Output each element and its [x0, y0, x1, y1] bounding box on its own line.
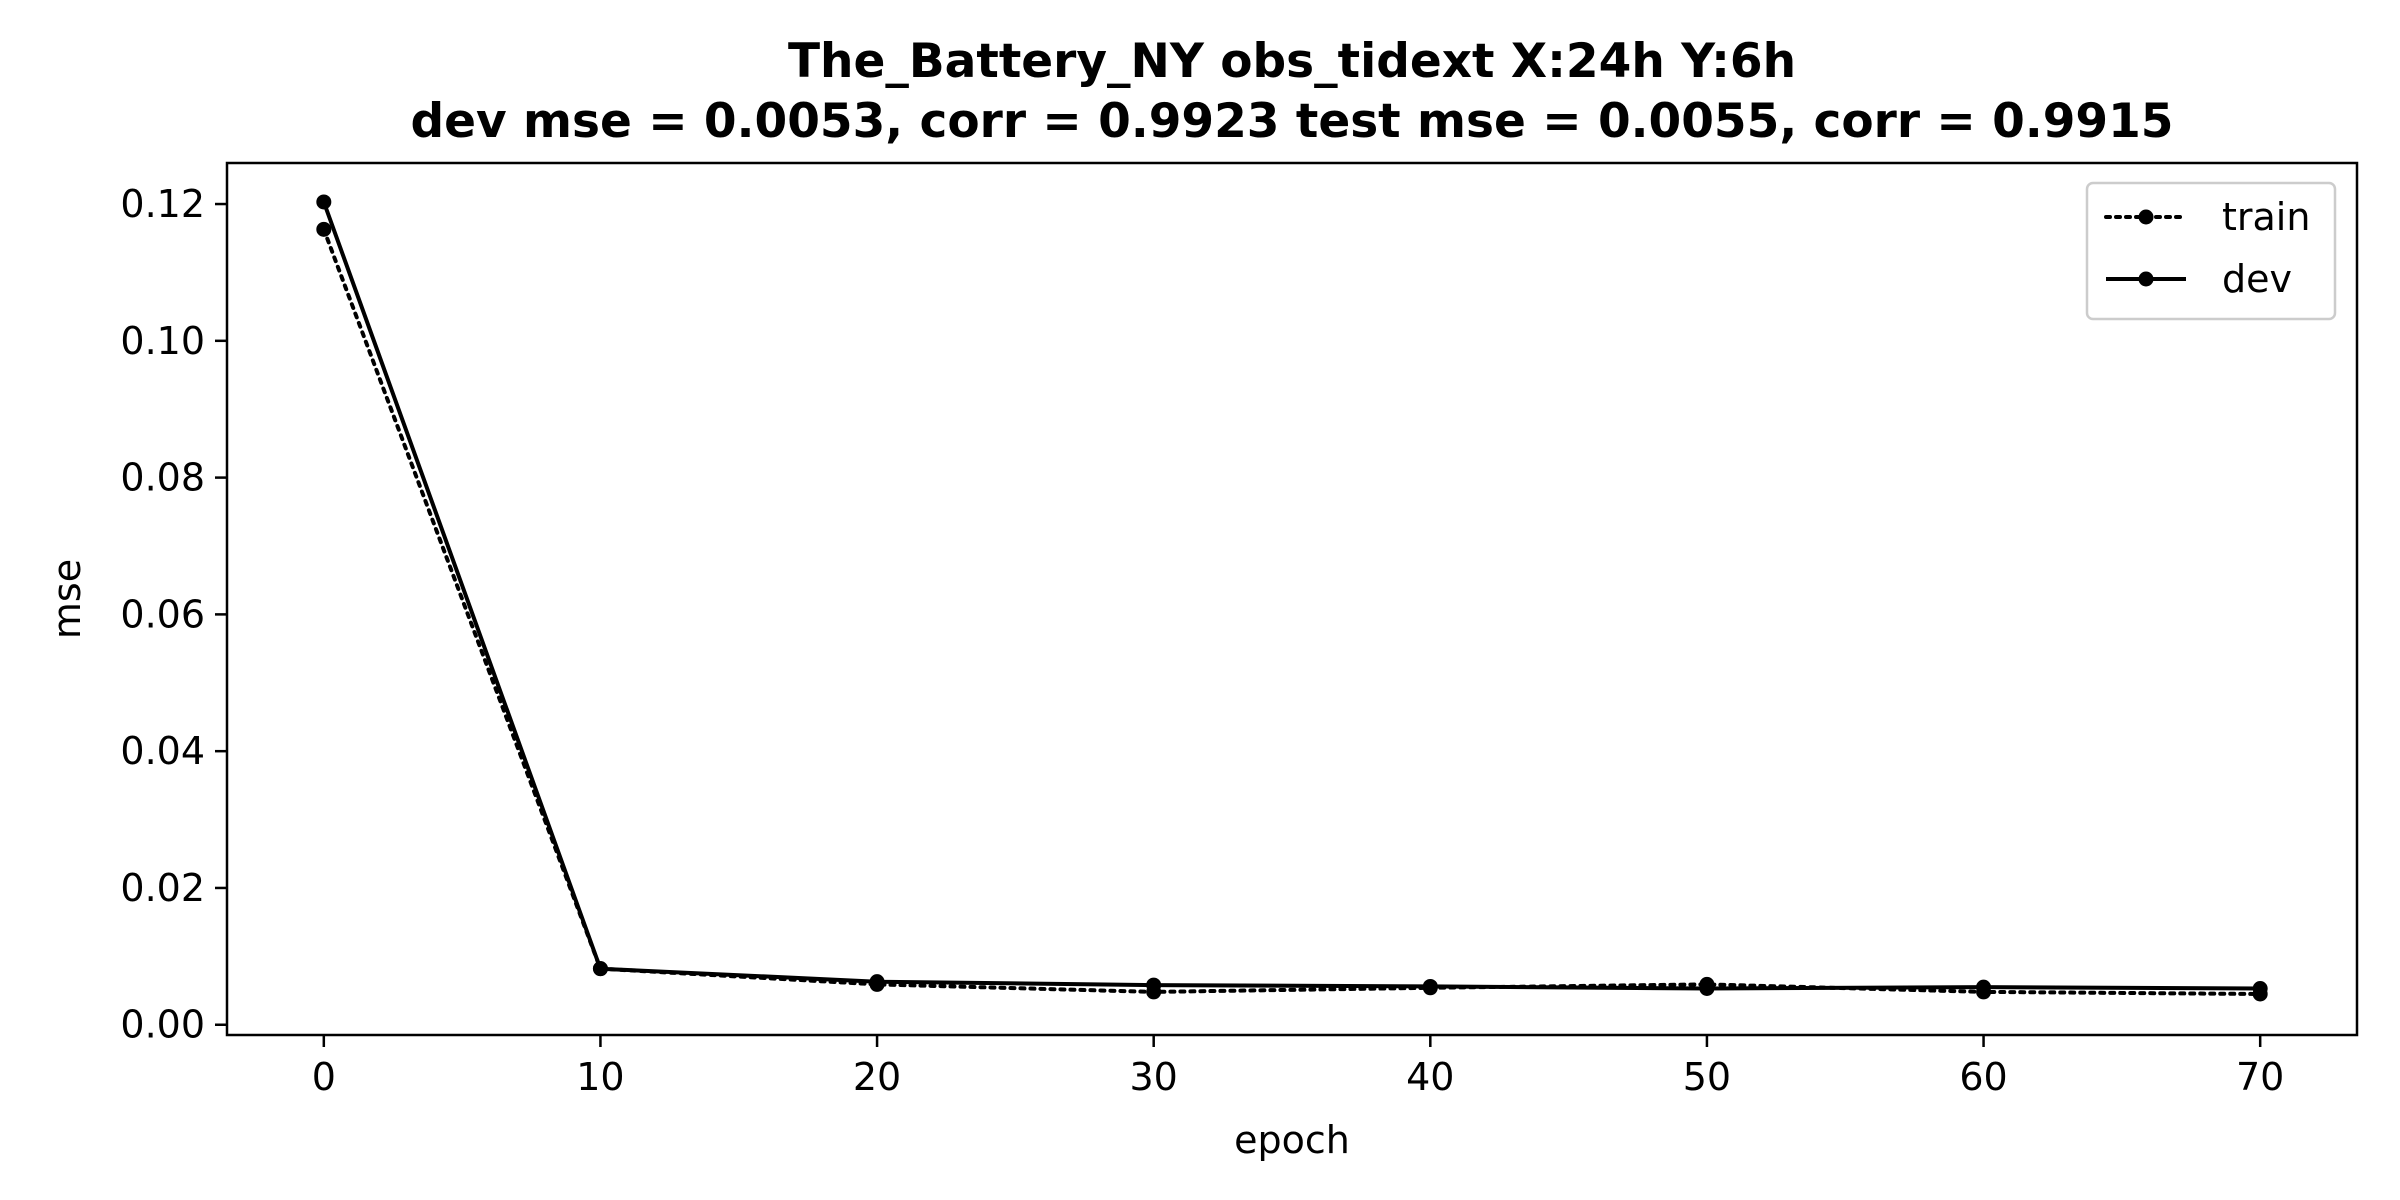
series-line-dev — [321, 201, 2261, 991]
x-tick-label: 70 — [2236, 1055, 2284, 1099]
y-axis-label: mse — [45, 559, 89, 639]
point-dev — [1976, 979, 1992, 995]
y-axis: 0.00 0.02 0.04 0.06 0.08 0.10 0.12 — [120, 182, 227, 1047]
x-tick-label: 60 — [1959, 1055, 2007, 1099]
point-dev — [316, 194, 332, 210]
legend: train dev — [2085, 181, 2337, 321]
point-dev — [869, 974, 885, 990]
point-dev — [1699, 980, 1715, 996]
x-tick-label: 0 — [312, 1055, 336, 1099]
series-layer — [316, 194, 2268, 1002]
y-tick-label: 0.02 — [120, 866, 205, 910]
point-dev — [1146, 977, 1162, 993]
x-tick-label: 30 — [1130, 1055, 1178, 1099]
x-tick-label: 10 — [576, 1055, 624, 1099]
point-dev — [1422, 978, 1438, 994]
point-train — [316, 221, 332, 237]
chart-title: The_Battery_NY obs_tidext X:24h Y:6h — [788, 34, 1796, 89]
x-axis-label: epoch — [1234, 1118, 1350, 1162]
x-tick-label: 20 — [853, 1055, 901, 1099]
legend-label-dev: dev — [2222, 257, 2292, 301]
y-tick-label: 0.10 — [120, 319, 205, 363]
series-line-train — [321, 227, 2263, 996]
point-dev — [2252, 980, 2268, 996]
y-tick-label: 0.04 — [120, 729, 205, 773]
y-tick-label: 0.12 — [120, 182, 205, 226]
plot-frame — [225, 161, 2359, 1037]
y-tick-label: 0.00 — [120, 1003, 205, 1047]
x-tick-label: 50 — [1683, 1055, 1731, 1099]
legend-marker-dev — [2138, 271, 2154, 287]
point-dev — [592, 961, 608, 977]
y-tick-label: 0.08 — [120, 456, 205, 500]
y-tick-label: 0.06 — [120, 592, 205, 636]
legend-label-train: train — [2222, 195, 2310, 239]
chart-subtitle: dev mse = 0.0053, corr = 0.9923 test mse… — [410, 94, 2173, 149]
x-tick-label: 40 — [1406, 1055, 1454, 1099]
legend-marker-train — [2138, 209, 2154, 225]
x-axis: 0 10 20 30 40 50 60 70 — [312, 1035, 2284, 1099]
